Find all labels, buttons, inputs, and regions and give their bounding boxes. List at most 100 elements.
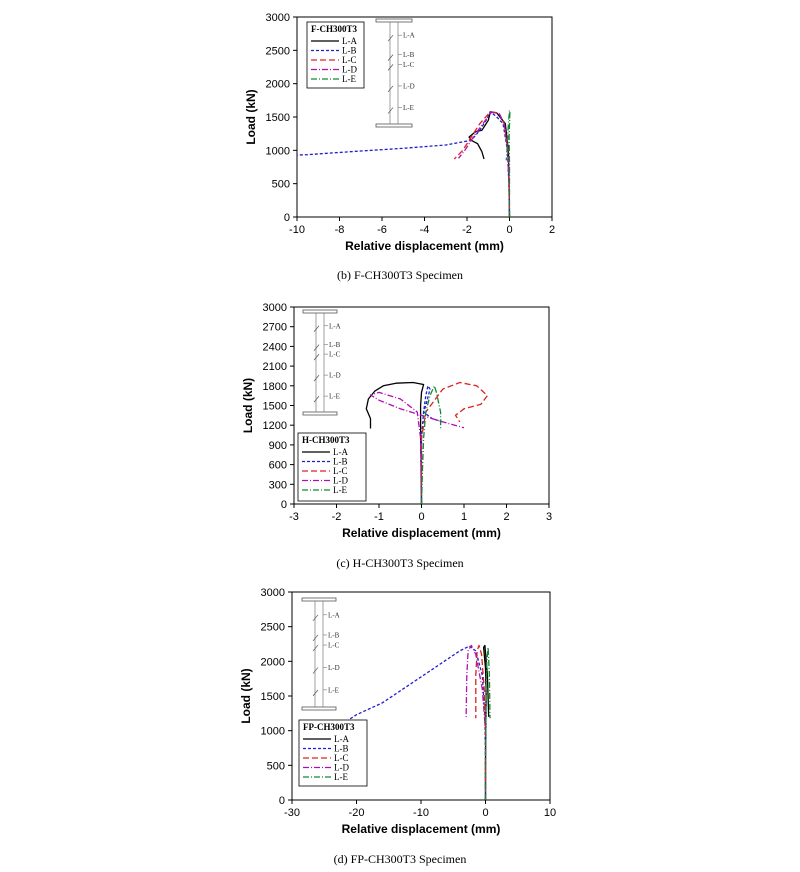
gauge-arrow — [313, 325, 320, 332]
gauge-arrow — [387, 85, 394, 93]
x-tick-label: -2 — [332, 511, 342, 523]
y-tick-label: 1200 — [263, 420, 287, 432]
legend-label: L-E — [342, 74, 356, 84]
legend-label: L-C — [342, 55, 357, 65]
x-tick-label: 0 — [482, 807, 488, 819]
legend-box — [298, 719, 368, 787]
x-tick-label: -4 — [420, 224, 430, 236]
legend-label: L-C — [334, 753, 349, 763]
gauge-arrow — [387, 34, 394, 42]
chart-panel-fp-ch300t3: -30 -20 -10 0 10 0 500 1000 1500 2000 2500 3000 Rela… — [0, 580, 800, 872]
gauge-arrow — [313, 353, 320, 361]
diagram-top-plate — [375, 18, 413, 23]
gauge-arrow — [312, 667, 319, 674]
legend-box — [297, 432, 367, 502]
x-tick-label: 10 — [544, 807, 556, 819]
x-tick-label: -10 — [413, 807, 429, 819]
x-axis-label: Relative displacement (mm) — [345, 239, 504, 253]
x-tick-label: 0 — [506, 224, 512, 236]
legend-label: L-A — [342, 36, 357, 46]
gauge-arrow — [313, 344, 320, 351]
gauge-arrow — [313, 374, 320, 382]
y-tick-label: 2000 — [261, 656, 285, 668]
y-axis-label: Load (kN) — [244, 89, 258, 144]
series-line-l-b — [420, 385, 443, 504]
y-tick-label: 500 — [267, 760, 285, 772]
x-tick-label: 0 — [418, 511, 424, 523]
specimen-diagram: L-A L-B L-C L-D L-E — [301, 597, 340, 711]
chart-panel-h-ch300t3: -3 -2 -1 0 1 2 3 0 300 600 900 1200 1500 1800 2100 2400… — [0, 290, 800, 580]
y-tick-label: 300 — [269, 479, 287, 491]
gauge-label: L-E — [403, 104, 414, 112]
x-tick-label: -1 — [374, 511, 384, 523]
chart-caption: (b) F-CH300T3 Specimen — [337, 268, 463, 282]
specimen-diagram: L-A L-B L-C L-D L-E — [375, 18, 415, 128]
y-tick-label: 2000 — [266, 79, 290, 91]
legend-label: L-A — [334, 734, 349, 744]
gauge-arrow — [313, 395, 320, 403]
chart-svg-h-ch300t3: -3 -2 -1 0 1 2 3 0 300 600 900 1200 1500 1800 2100 2400… — [241, 302, 552, 540]
series-line-l-e — [505, 109, 511, 217]
gauge-label: L-C — [328, 642, 340, 650]
y-tick-label: 1500 — [266, 112, 290, 124]
gauge-label: L-E — [328, 686, 339, 694]
gauge-arrow — [387, 54, 394, 61]
legend-box — [306, 21, 365, 89]
x-tick-label: -8 — [335, 224, 345, 236]
y-tick-label: 2100 — [263, 361, 287, 373]
legend-label: L-B — [342, 46, 357, 56]
x-tick-label: -3 — [289, 511, 299, 523]
y-tick-label: 1500 — [261, 691, 285, 703]
legend-label: L-D — [333, 476, 348, 486]
diagram-bottom-plate — [301, 706, 337, 711]
diagram-bottom-plate — [375, 123, 413, 128]
y-tick-label: 2500 — [266, 45, 290, 57]
y-tick-label: 2700 — [263, 322, 287, 334]
x-tick-label: 2 — [549, 224, 555, 236]
legend-label: L-A — [333, 447, 348, 457]
gauge-label: L-B — [329, 341, 341, 349]
legend-label: L-C — [333, 466, 348, 476]
gauge-label: L-B — [328, 631, 340, 639]
chart-svg-f-ch300t3: -10 -8 -6 -4 -2 0 2 0 500 1000 1500 2000 2500 3000 Rel… — [244, 12, 555, 253]
gauge-label: L-D — [329, 372, 341, 380]
x-tick-label: 2 — [503, 511, 509, 523]
y-tick-label: 1000 — [261, 726, 285, 738]
gauge-arrow — [387, 64, 394, 71]
series-line-l-d — [369, 391, 465, 504]
legend-title: FP-CH300T3 — [303, 722, 355, 732]
gauge-label: L-D — [328, 664, 340, 672]
series-line-l-e — [484, 646, 491, 800]
gauge-label: L-A — [328, 611, 340, 619]
gauge-label: L-A — [403, 32, 415, 40]
series-line-l-d — [457, 111, 511, 218]
legend-label: L-B — [333, 457, 348, 467]
y-tick-label: 1500 — [263, 401, 287, 413]
gauge-arrow — [312, 614, 319, 622]
y-tick-label: 0 — [281, 499, 287, 511]
x-tick-label: 3 — [546, 511, 552, 523]
y-tick-label: 0 — [279, 795, 285, 807]
y-tick-label: 600 — [269, 460, 287, 472]
x-axis-label: Relative displacement (mm) — [342, 526, 501, 540]
legend-label: L-D — [342, 65, 357, 75]
y-tick-label: 3000 — [266, 12, 290, 24]
gauge-label: L-C — [329, 351, 341, 359]
chart-caption: (c) H-CH300T3 Specimen — [336, 556, 464, 570]
x-tick-label: -6 — [377, 224, 387, 236]
legend-title: H-CH300T3 — [302, 435, 350, 445]
diagram-bottom-plate — [302, 411, 338, 416]
legend-title: F-CH300T3 — [311, 24, 357, 34]
legend-label: L-E — [333, 485, 347, 495]
gauge-label: L-B — [403, 51, 415, 59]
gauge-arrow — [312, 644, 319, 652]
series-line-l-e — [420, 385, 442, 505]
y-tick-label: 500 — [272, 179, 290, 191]
y-axis-label: Load (kN) — [241, 378, 255, 433]
series-line-l-b — [349, 645, 487, 800]
gauge-arrow — [312, 634, 319, 642]
legend-label: L-D — [334, 763, 349, 773]
y-tick-label: 0 — [284, 212, 290, 224]
y-tick-label: 900 — [269, 440, 287, 452]
x-tick-label: 1 — [461, 511, 467, 523]
